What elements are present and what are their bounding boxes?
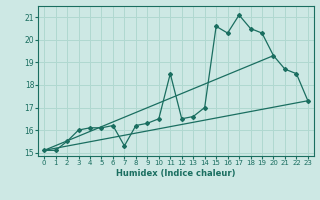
X-axis label: Humidex (Indice chaleur): Humidex (Indice chaleur) xyxy=(116,169,236,178)
